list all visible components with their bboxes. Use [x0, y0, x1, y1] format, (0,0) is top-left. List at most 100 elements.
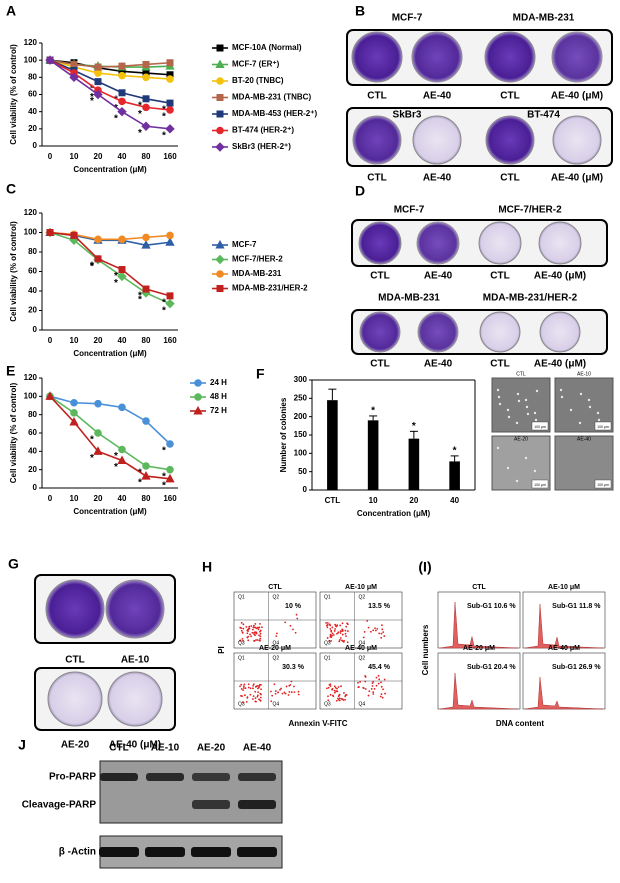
sub-g1-label: Sub-G1 11.8 % — [552, 603, 601, 610]
event-dot — [287, 694, 290, 696]
plot-frame — [522, 591, 606, 649]
event-dot — [260, 688, 262, 691]
marker — [141, 121, 151, 131]
colony — [525, 405, 529, 409]
event-dot — [344, 629, 347, 632]
significance: * — [138, 109, 142, 120]
event-dot — [259, 692, 262, 695]
significance: * — [90, 96, 94, 107]
y-tick-label: 20 — [28, 306, 37, 315]
event-dot — [380, 693, 383, 696]
event-dot — [371, 685, 374, 687]
scale-bar: 100 μm — [534, 425, 546, 429]
event-dot — [259, 637, 262, 640]
y-axis-label: PI — [217, 646, 226, 654]
x-axis-label: Concentration (μM) — [73, 507, 147, 516]
marker — [93, 446, 103, 455]
marker — [69, 72, 79, 83]
x-tick-label: 0 — [48, 494, 53, 503]
event-dot — [326, 622, 329, 624]
significance: * — [114, 94, 118, 105]
event-dot — [270, 700, 273, 703]
event-dot — [249, 693, 252, 696]
event-dot — [255, 700, 257, 703]
y-tick-label: 50 — [298, 467, 307, 476]
plate — [346, 107, 613, 167]
x-axis-label: Concentration (μM) — [73, 349, 147, 358]
event-dot — [345, 625, 348, 628]
event-dot — [341, 639, 343, 642]
event-dot — [249, 633, 251, 636]
event-dot — [296, 617, 299, 620]
event-dot — [247, 686, 250, 689]
event-dot — [329, 635, 332, 637]
event-dot — [274, 690, 277, 692]
event-dot — [374, 627, 376, 630]
event-dot — [246, 629, 249, 632]
event-dot — [254, 690, 257, 693]
x-tick-label: 20 — [94, 494, 103, 503]
event-dot — [281, 692, 284, 695]
event-dot — [244, 694, 246, 697]
well-label: CTL — [500, 91, 519, 102]
y-axis-label: Cell viability (% of control) — [9, 221, 18, 322]
y-tick-label: 0 — [33, 325, 38, 334]
event-dot — [364, 680, 367, 683]
event-dot — [327, 695, 329, 698]
colony — [533, 469, 537, 473]
legend-marker — [194, 393, 202, 401]
event-dot — [327, 699, 330, 702]
well — [351, 31, 403, 83]
event-dot — [331, 632, 334, 635]
event-dot — [240, 621, 243, 624]
marker — [45, 391, 55, 400]
colony — [507, 415, 511, 419]
marker — [118, 89, 126, 97]
event-dot — [380, 681, 382, 684]
legend-label: BT-474 (HER-2⁺) — [232, 126, 294, 135]
significance: * — [90, 92, 94, 103]
x-tick-label: 160 — [163, 336, 177, 345]
event-dot — [249, 687, 252, 690]
lane-label: CTL — [109, 743, 128, 754]
x-tick-label: 40 — [118, 152, 127, 161]
event-dot — [252, 695, 255, 698]
legend-label: MCF-10A (Normal) — [232, 43, 302, 52]
band — [99, 847, 139, 857]
legend-label: MCF-7/HER-2 — [232, 255, 283, 264]
panel-label: C — [6, 181, 16, 197]
significance: * — [90, 435, 94, 446]
marker — [117, 271, 127, 282]
event-dot — [374, 629, 377, 632]
event-dot — [247, 639, 250, 642]
quadrant-label: Q4 — [272, 640, 279, 646]
colony — [569, 408, 573, 412]
event-dot — [333, 691, 336, 694]
x-tick-label: 10 — [70, 152, 79, 161]
event-dot — [326, 626, 329, 629]
event-dot — [275, 635, 278, 638]
y-tick-label: 100 — [24, 228, 38, 237]
scale-bar-box — [594, 421, 612, 431]
well — [552, 115, 602, 165]
y-axis-label: Cell numbers — [421, 624, 430, 675]
marker — [118, 97, 126, 106]
marker — [118, 266, 126, 274]
event-dot — [252, 626, 255, 629]
significance: * — [162, 446, 166, 457]
event-dot — [329, 685, 332, 688]
significance: * — [90, 453, 94, 464]
marker — [94, 235, 102, 244]
well — [484, 31, 536, 83]
event-dot — [379, 695, 382, 698]
significance: * — [162, 471, 166, 482]
quadrant-label: Q4 — [358, 701, 365, 707]
event-dot — [247, 683, 250, 686]
event-dot — [337, 631, 340, 634]
plot-title: AE-10 μM — [345, 584, 377, 591]
event-dot — [346, 630, 349, 632]
event-dot — [372, 691, 375, 694]
x-tick-label: 40 — [118, 336, 127, 345]
event-dot — [341, 698, 344, 701]
well-label: AE-40 (μM) — [109, 740, 161, 751]
